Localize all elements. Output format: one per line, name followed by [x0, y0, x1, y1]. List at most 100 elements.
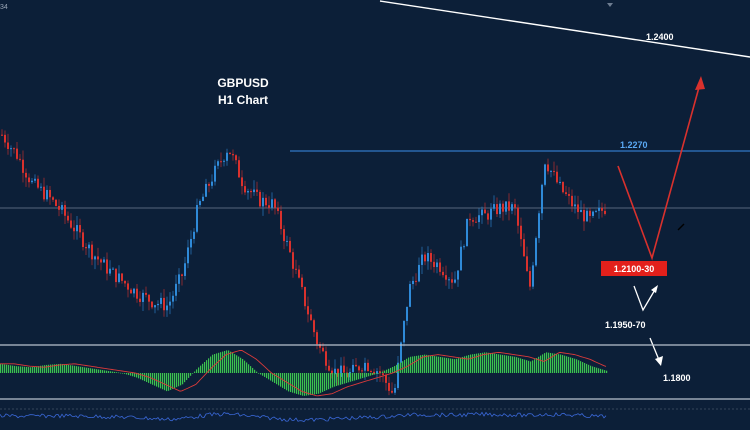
candle-body: [466, 218, 468, 247]
macd-bar: [496, 354, 498, 373]
macd-bar: [506, 355, 508, 373]
candle-body: [64, 205, 66, 216]
candle-body: [253, 189, 255, 193]
macd-bar: [60, 363, 62, 373]
candle-body: [517, 207, 519, 226]
macd-bar: [46, 364, 48, 373]
macd-bar: [106, 370, 108, 373]
candle-body: [274, 199, 276, 208]
macd-bar: [172, 373, 174, 389]
macd-bar: [360, 373, 362, 379]
macd-bar: [84, 367, 86, 373]
candle-body: [160, 297, 162, 304]
up-arrow-icon: [695, 76, 705, 90]
macd-bar: [190, 373, 192, 376]
macd-bar: [198, 367, 200, 373]
candle-body: [94, 256, 96, 260]
candle-body: [571, 195, 573, 207]
macd-bar: [526, 360, 528, 373]
macd-bar: [466, 355, 468, 373]
macd-bar: [470, 354, 472, 373]
macd-bar: [214, 354, 216, 373]
scroll-marker-icon: [607, 3, 613, 7]
macd-bar: [434, 356, 436, 373]
macd-bar: [166, 373, 168, 392]
macd-bar: [72, 365, 74, 373]
macd-bar: [104, 370, 106, 373]
candle-body: [403, 320, 405, 343]
macd-bar: [40, 365, 42, 373]
candle-body: [199, 201, 201, 206]
macd-bar: [188, 373, 190, 378]
candle-body: [118, 273, 120, 283]
macd-bar: [44, 365, 46, 373]
candle-body: [337, 368, 339, 377]
candle-body: [151, 301, 153, 308]
macd-bar: [498, 354, 500, 373]
candle-body: [82, 232, 84, 247]
candle-body: [391, 390, 393, 393]
macd-bar: [478, 353, 480, 373]
candle-body: [424, 254, 426, 262]
candle-body: [1, 134, 3, 136]
macd-bar: [440, 356, 442, 373]
macd-bar: [50, 364, 52, 373]
macd-bar: [88, 367, 90, 373]
candle-body: [595, 210, 597, 212]
macd-bar: [6, 364, 8, 373]
candle-body: [190, 238, 192, 248]
macd-bar: [486, 352, 488, 373]
macd-bar: [386, 369, 388, 373]
macd-bar: [502, 354, 504, 373]
candle-body: [541, 184, 543, 214]
oscillator-line: [0, 411, 607, 423]
macd-bar: [548, 352, 550, 373]
candle-body: [178, 274, 180, 284]
candle-body: [295, 268, 297, 270]
macd-bar: [514, 356, 516, 373]
candle-body: [139, 298, 141, 302]
macd-bar: [178, 373, 180, 387]
macd-bar: [412, 356, 414, 373]
candle-body: [85, 246, 87, 249]
macd-bar: [192, 373, 194, 374]
macd-bar: [312, 373, 314, 395]
candle-body: [508, 201, 510, 211]
candle-body: [157, 303, 159, 306]
macd-bar: [438, 356, 440, 373]
macd-bar: [606, 370, 608, 373]
candle-body: [430, 253, 432, 262]
macd-bar: [346, 373, 348, 383]
macd-bar: [134, 373, 136, 377]
macd-bar: [62, 364, 64, 373]
macd-bar: [2, 364, 4, 373]
macd-bar: [336, 373, 338, 386]
corner-label: 34: [0, 4, 8, 11]
candle-body: [127, 283, 129, 290]
macd-bar: [324, 373, 326, 392]
macd-bar: [252, 367, 254, 373]
macd-bar: [598, 368, 600, 373]
macd-bar: [596, 367, 598, 373]
macd-bar: [582, 362, 584, 373]
macd-bar: [206, 360, 208, 373]
candle-body: [394, 387, 396, 393]
macd-bar: [568, 356, 570, 373]
macd-bar: [570, 357, 572, 373]
macd-bar: [406, 358, 408, 373]
candle-body: [529, 271, 531, 287]
candle-body: [583, 209, 585, 222]
candle-body: [79, 225, 81, 233]
macd-bar: [22, 366, 24, 373]
macd-bar: [180, 373, 182, 386]
macd-bar: [534, 359, 536, 373]
macd-bar: [488, 352, 490, 373]
macd-bar: [0, 363, 2, 373]
candle-body: [262, 197, 264, 207]
candle-body: [592, 211, 594, 216]
candle-body: [97, 256, 99, 260]
macd-bar: [586, 363, 588, 373]
candle-body: [169, 301, 171, 306]
macd-bar: [592, 366, 594, 373]
